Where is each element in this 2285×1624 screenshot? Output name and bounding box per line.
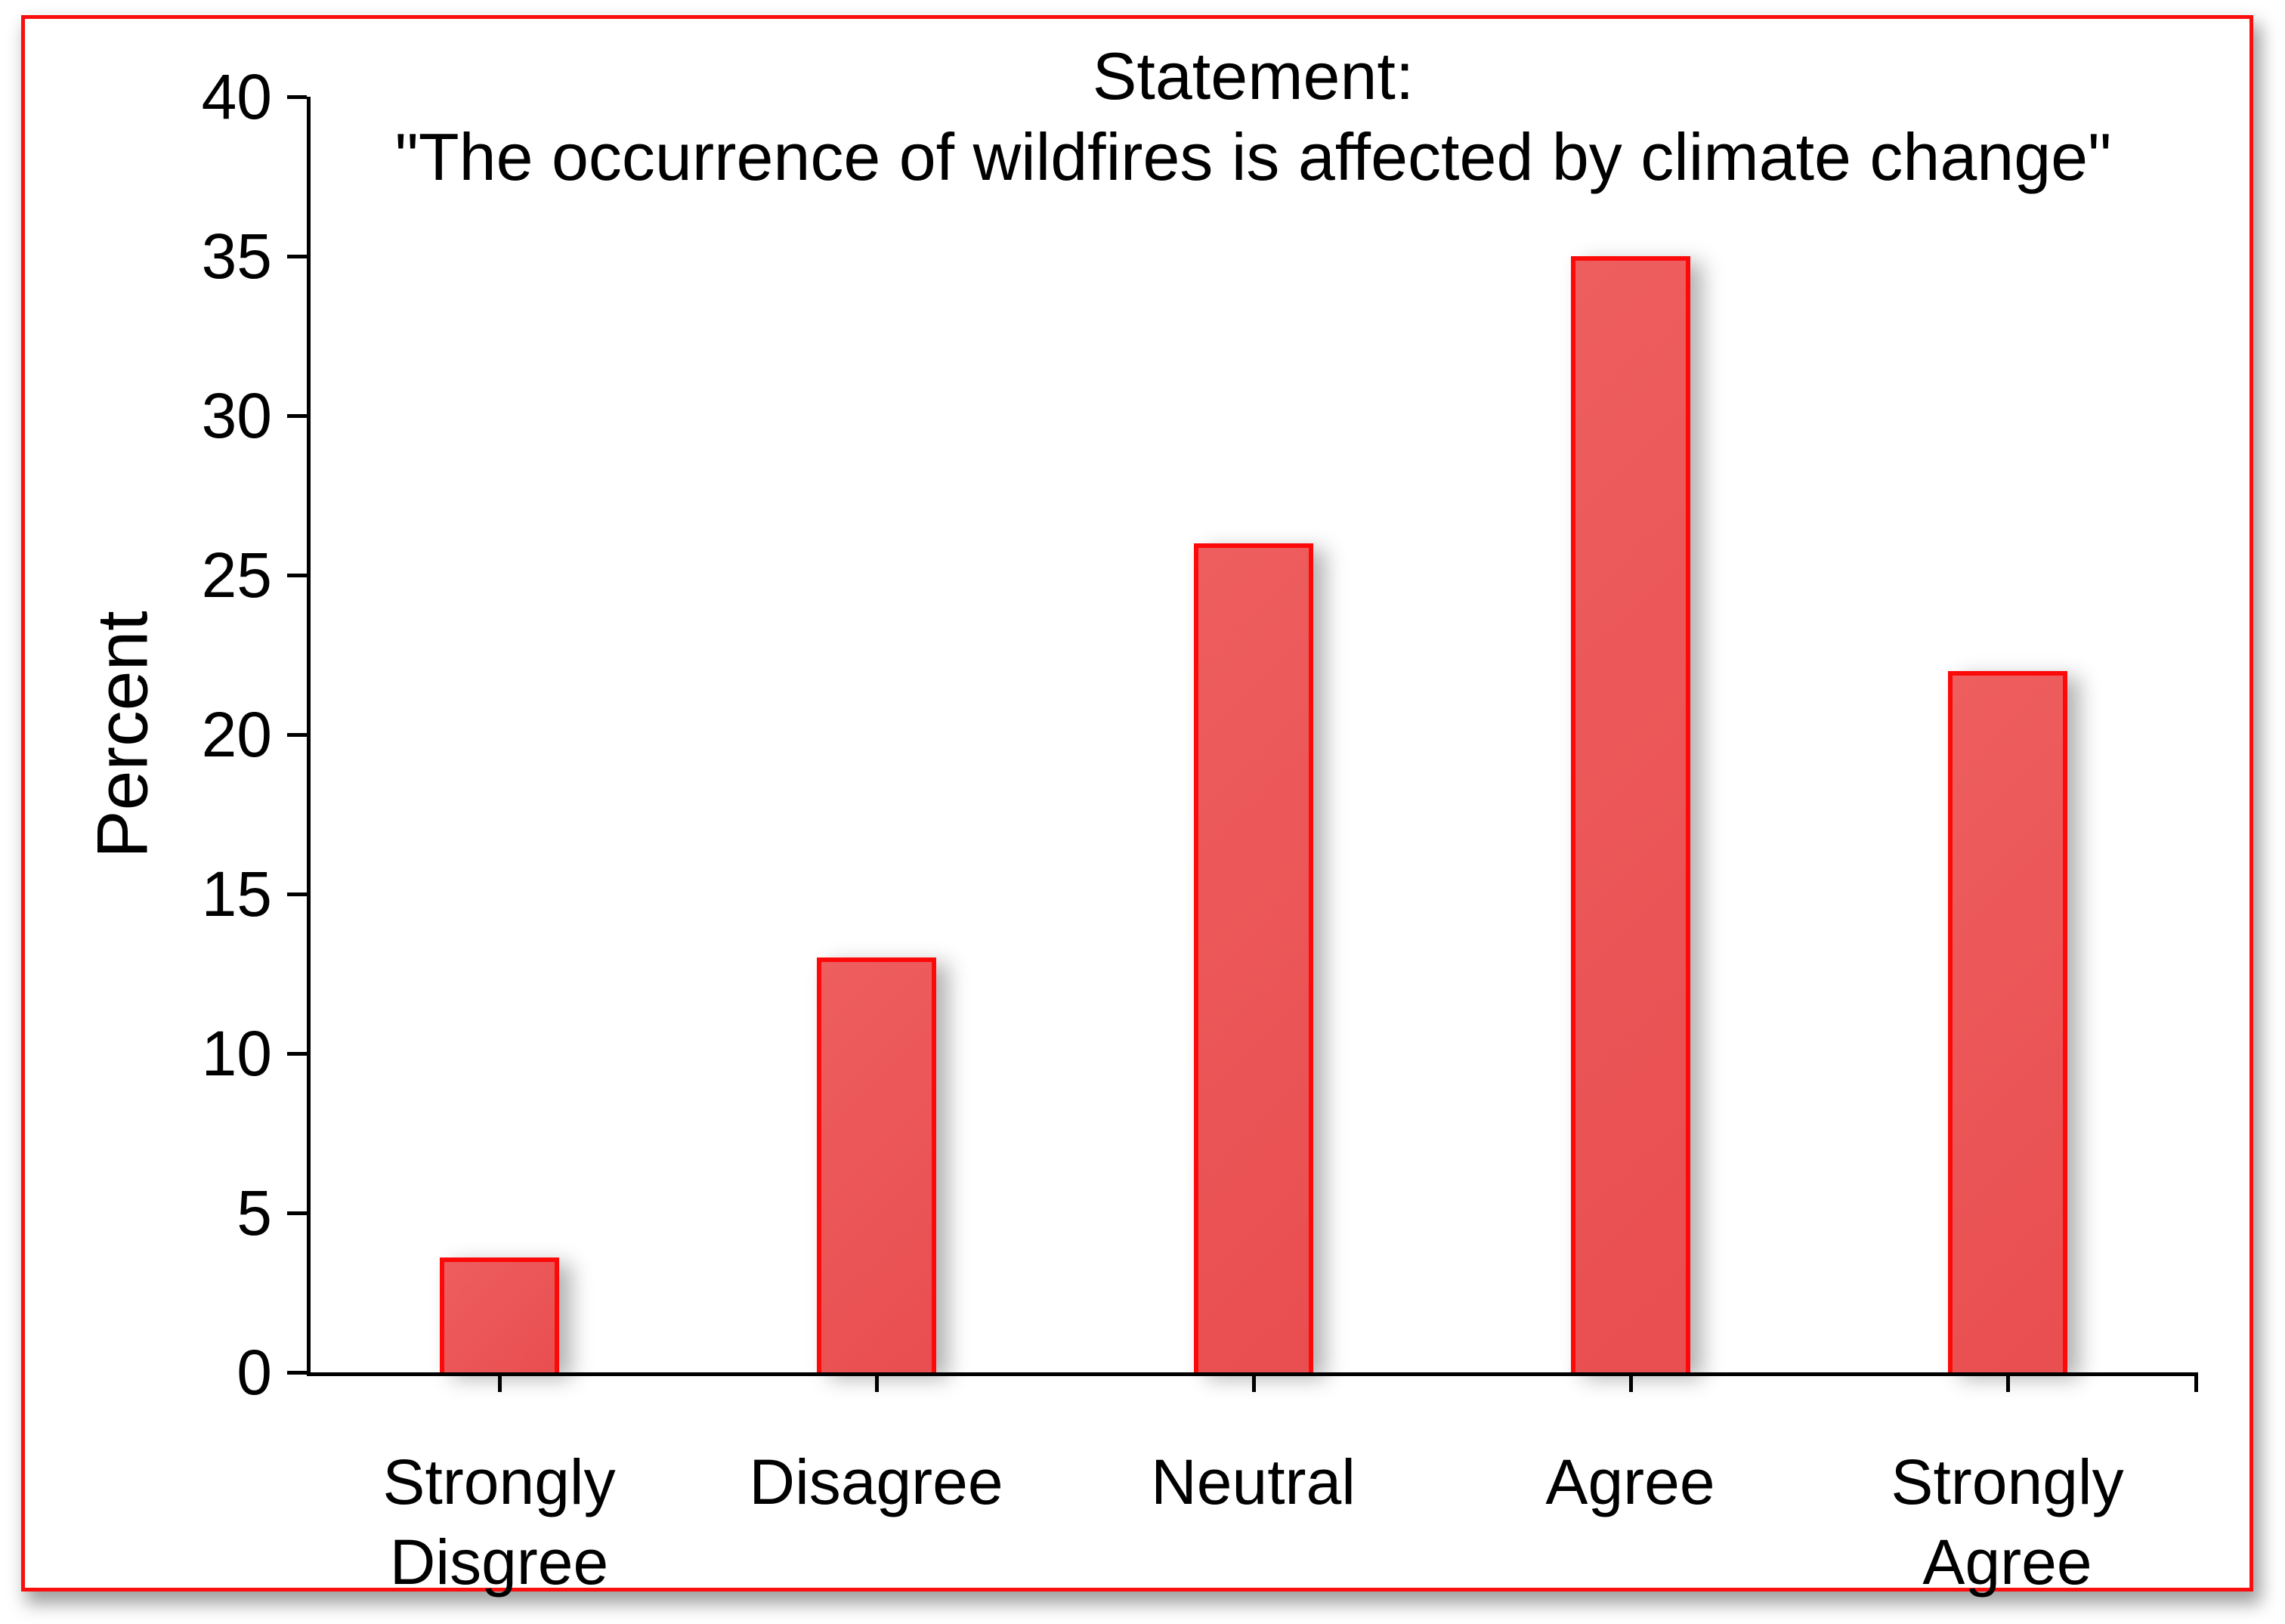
x-tick-2 <box>874 1372 879 1392</box>
y-tick-25 <box>287 574 307 577</box>
y-tick-label-25: 25 <box>201 540 272 611</box>
chart-title-line2: "The occurrence of wildfires is affected… <box>394 119 2112 194</box>
bar-2 <box>816 957 936 1372</box>
chart-title: Statement: "The occurrence of wildfires … <box>311 36 2196 197</box>
y-tick-label-10: 10 <box>201 1018 272 1089</box>
x-tick-3 <box>1251 1372 1256 1392</box>
y-tick-label-30: 30 <box>201 380 272 451</box>
x-tick-1 <box>497 1372 502 1392</box>
y-tick-40 <box>287 95 307 99</box>
bar-4 <box>1570 256 1690 1372</box>
bar-3 <box>1193 543 1313 1372</box>
x-category-label-5: Strongly Agree <box>1891 1446 2124 1598</box>
y-tick-0 <box>287 1371 307 1375</box>
x-category-label-2: Disagree <box>749 1446 1003 1517</box>
chart-title-line1: Statement: <box>1092 39 1415 113</box>
x-category-label-3: Neutral <box>1151 1446 1356 1517</box>
chart-frame: Statement: "The occurrence of wildfires … <box>21 15 2253 1598</box>
x-tick-5 <box>2005 1372 2010 1392</box>
y-tick-label-40: 40 <box>201 61 272 132</box>
y-tick-label-15: 15 <box>201 858 272 930</box>
x-tick-4 <box>1628 1372 1633 1392</box>
y-tick-10 <box>287 1052 307 1056</box>
x-category-label-4: Agree <box>1545 1446 1715 1517</box>
y-tick-label-0: 0 <box>237 1337 272 1408</box>
x-category-label-1: Strongly Disgree <box>382 1446 616 1598</box>
y-tick-35 <box>287 255 307 258</box>
y-tick-15 <box>287 892 307 896</box>
bar-1 <box>439 1257 559 1372</box>
y-tick-30 <box>287 414 307 418</box>
y-tick-label-5: 5 <box>237 1177 272 1248</box>
y-tick-label-35: 35 <box>201 221 272 292</box>
bar-5 <box>1947 670 2067 1372</box>
y-tick-5 <box>287 1211 307 1215</box>
y-tick-label-20: 20 <box>201 699 272 770</box>
y-tick-20 <box>287 733 307 737</box>
y-axis-line <box>307 97 311 1376</box>
x-axis-end-tick <box>2194 1372 2198 1392</box>
